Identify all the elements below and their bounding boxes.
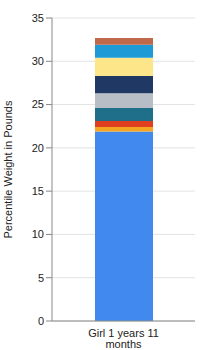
svg-text:5: 5 <box>38 272 44 284</box>
svg-text:Percentile Weight in Pounds: Percentile Weight in Pounds <box>8 100 14 238</box>
svg-text:15: 15 <box>32 185 44 197</box>
svg-text:35: 35 <box>32 12 44 24</box>
svg-text:Girl 1 years 11months: Girl 1 years 11months <box>88 327 159 350</box>
svg-text:25: 25 <box>32 98 44 110</box>
svg-text:0: 0 <box>38 315 44 327</box>
svg-text:20: 20 <box>32 142 44 154</box>
svg-text:10: 10 <box>32 228 44 240</box>
svg-text:30: 30 <box>32 55 44 67</box>
